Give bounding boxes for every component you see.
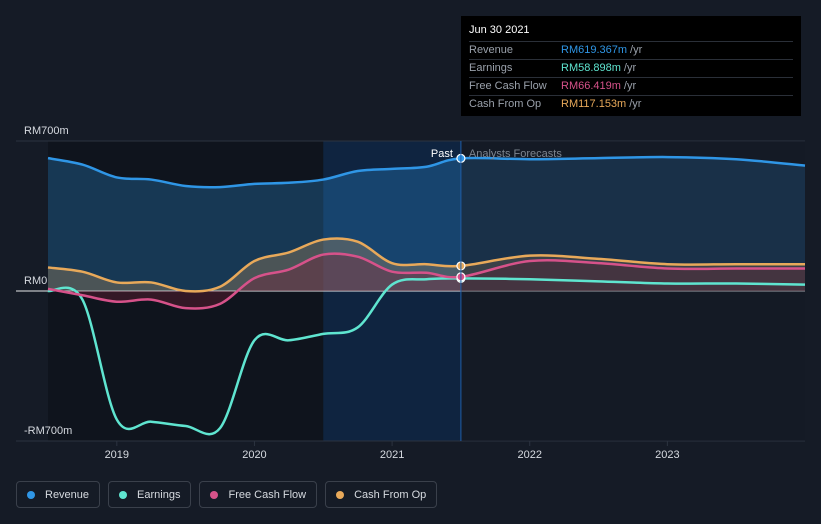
x-tick-label: 2020 (242, 449, 266, 461)
y-tick-label: RM700m (24, 125, 69, 137)
y-tick-label: -RM700m (24, 425, 72, 437)
series-line-revenue (47, 155, 806, 189)
tooltip-row-value: RM58.898m (561, 62, 621, 74)
forecast-label: Analysts Forecasts (469, 148, 562, 160)
tooltip-row-label: Revenue (469, 44, 514, 56)
tooltip-row-label: Earnings (469, 62, 513, 74)
tooltip-row-value: RM66.419m (561, 80, 621, 92)
tooltip-row-unit: /yr (623, 80, 637, 92)
y-tick-label: RM0 (24, 275, 47, 287)
tooltip-row-unit: /yr (629, 98, 642, 110)
tooltip-date: Jun 30 2021 (469, 24, 793, 42)
tooltip-row-label: Free Cash Flow (469, 80, 547, 92)
forecast-dim (460, 141, 805, 441)
tooltip-row-unit: /yr (630, 44, 643, 56)
x-tick-label: 2021 (380, 449, 404, 461)
area-revenue (48, 157, 805, 291)
legend-dot-icon (336, 490, 345, 499)
legend-label: Revenue (45, 488, 90, 501)
tooltip-row: Earnings RM58.898m/yr (469, 60, 793, 78)
tooltip-row-value: RM117.153m (561, 98, 627, 110)
tooltip-row-label: Cash From Op (469, 98, 542, 110)
legend-item-earnings[interactable]: Earnings (108, 481, 192, 508)
tooltip-row: Free Cash Flow RM66.419m/yr (469, 78, 793, 96)
x-tick-label: 2019 (105, 449, 129, 461)
legend-label: Free Cash Flow (228, 488, 307, 501)
x-tick-label: 2022 (517, 449, 541, 461)
legend-dot-icon (27, 490, 35, 499)
legend-dot-icon (119, 490, 128, 499)
legend-label: Earnings (137, 488, 181, 501)
legend-dot-icon (210, 490, 219, 499)
tooltip-row: Cash From Op RM117.153m/yr (469, 96, 793, 113)
past-label: Past (431, 148, 453, 160)
series-line-free-cash-flow (47, 252, 805, 310)
series-line-earnings (47, 277, 806, 436)
series-line-cash-from-op (47, 237, 805, 293)
legend-item-free-cash-flow[interactable]: Free Cash Flow (199, 481, 318, 508)
area-free-cash-flow (48, 253, 805, 309)
legend-label: Cash From Op (354, 488, 427, 501)
x-tick-label: 2023 (655, 449, 679, 461)
tooltip-row-value: RM619.367m (561, 44, 628, 56)
tooltip-row: Revenue RM619.367m/yr (469, 42, 793, 60)
tooltip-row-unit: /yr (623, 62, 637, 74)
legend-item-cash-from-op[interactable]: Cash From Op (325, 481, 438, 508)
legend: Revenue Earnings Free Cash Flow Cash From O… (16, 481, 438, 508)
legend-item-revenue[interactable]: Revenue (16, 481, 101, 508)
tooltip-panel: Jun 30 2021 Revenue RM619.367m/yr Earnings… (461, 16, 801, 116)
